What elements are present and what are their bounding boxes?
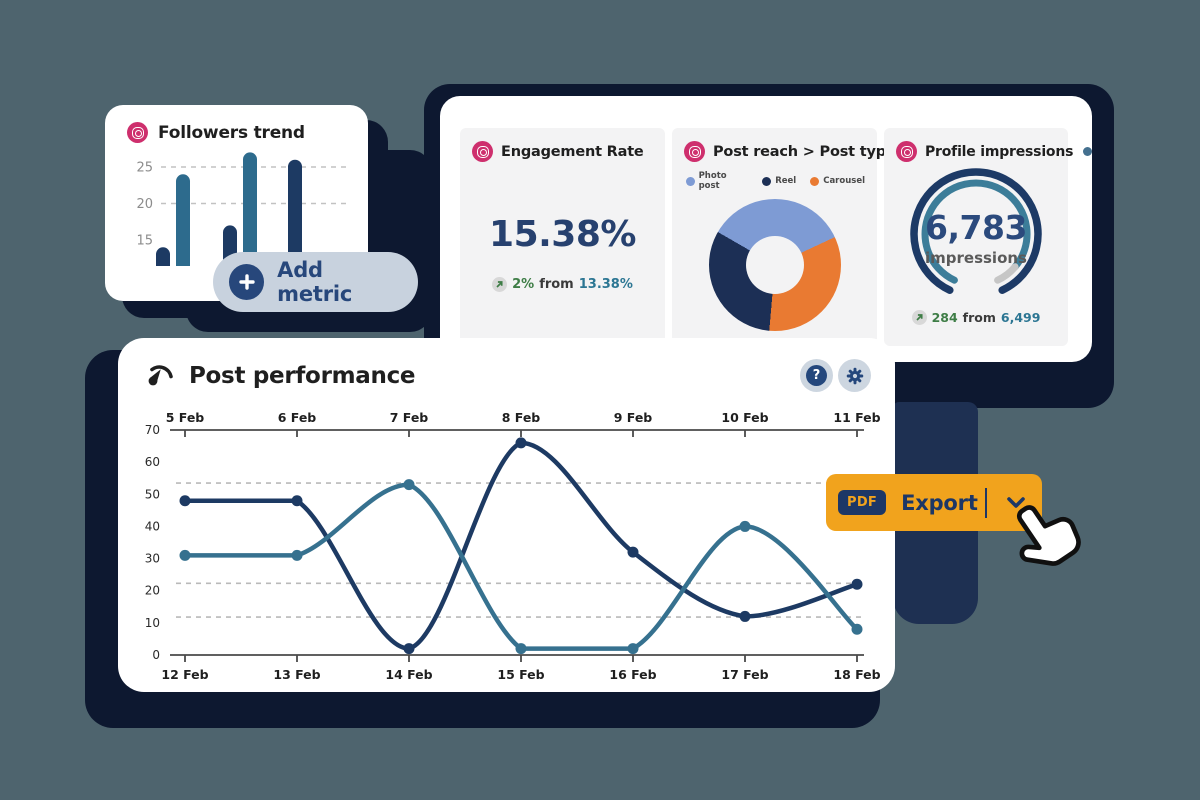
svg-text:18 Feb: 18 Feb xyxy=(833,667,880,682)
stats-card: Engagement Rate 15.38% 2% from 13.38% Po… xyxy=(440,96,1093,362)
export-button[interactable]: PDF Export xyxy=(826,474,1042,531)
help-button[interactable]: ? xyxy=(800,359,833,392)
plus-icon xyxy=(229,264,265,300)
legend-label: Reel xyxy=(775,176,797,186)
profile-impressions-title: Profile impressions xyxy=(925,143,1074,160)
impressions-value: 6,783 xyxy=(925,208,1027,247)
post-type-donut-chart xyxy=(708,199,841,331)
hand-cursor-icon xyxy=(1016,505,1081,566)
svg-text:30: 30 xyxy=(145,552,160,566)
svg-text:0: 0 xyxy=(152,648,160,662)
impressions-change-row: 284 from 6,499 xyxy=(896,310,1056,325)
chevron-down-icon[interactable] xyxy=(1007,496,1025,509)
gauge-arcs xyxy=(910,168,1042,294)
export-label: Export xyxy=(901,490,978,515)
svg-text:50: 50 xyxy=(145,487,160,501)
legend-label: Photo post xyxy=(698,171,727,191)
svg-text:40: 40 xyxy=(145,519,160,533)
svg-text:10 Feb: 10 Feb xyxy=(721,410,768,425)
settings-button[interactable] xyxy=(838,359,871,392)
svg-text:10: 10 xyxy=(145,616,160,630)
trend-up-icon xyxy=(492,277,508,292)
svg-text:7 Feb: 7 Feb xyxy=(390,410,429,425)
svg-text:70: 70 xyxy=(145,423,160,437)
trend-up-icon xyxy=(911,310,927,325)
gear-icon xyxy=(846,367,863,384)
instagram-icon xyxy=(127,122,148,143)
legend-dot-icon xyxy=(810,176,820,186)
legend-item: Reel xyxy=(762,176,796,186)
instagram-icon xyxy=(896,141,917,162)
change-join: from xyxy=(962,310,996,325)
svg-text:13 Feb: 13 Feb xyxy=(273,667,320,682)
post-performance-line-chart: 5 Feb 12 Feb 6 Feb 13 Feb 7 Feb 14 Feb 8 Feb 15… xyxy=(145,410,881,682)
legend-dot-icon xyxy=(686,176,695,186)
svg-text:5 Feb: 5 Feb xyxy=(166,410,205,425)
post-performance-title: Post performance xyxy=(189,363,416,389)
pdf-badge: PDF xyxy=(838,490,887,515)
previous-value: 6,499 xyxy=(1000,310,1041,325)
instagram-icon xyxy=(472,141,493,162)
change-value: 284 xyxy=(931,310,958,325)
change-join: from xyxy=(539,277,574,292)
svg-text:12 Feb: 12 Feb xyxy=(161,667,208,682)
donut-legend: Photo post Reel Carousel xyxy=(686,171,865,191)
engagement-rate-value: 15.38% xyxy=(489,214,636,255)
svg-text:9 Feb: 9 Feb xyxy=(614,410,653,425)
svg-text:25: 25 xyxy=(136,161,153,176)
instagram-icon xyxy=(684,141,705,162)
svg-text:6 Feb: 6 Feb xyxy=(278,410,317,425)
post-reach-panel: Post reach > Post type Photo post Reel Car… xyxy=(672,128,896,346)
gauge-dial-icon xyxy=(148,365,173,386)
change-value: 2% xyxy=(512,277,535,292)
add-metric-button[interactable]: Add metric xyxy=(213,252,418,312)
svg-text:15: 15 xyxy=(136,234,153,249)
svg-text:60: 60 xyxy=(145,455,160,469)
impressions-unit: impressions xyxy=(925,249,1027,267)
svg-text:8 Feb: 8 Feb xyxy=(502,410,541,425)
svg-text:20: 20 xyxy=(145,584,160,598)
profile-impressions-panel: Profile impressions 6,783 impressions xyxy=(884,128,1093,346)
legend-dot-icon xyxy=(762,176,772,186)
add-metric-label: Add metric xyxy=(277,258,353,306)
engagement-rate-title: Engagement Rate xyxy=(501,143,644,160)
previous-value: 13.38% xyxy=(578,277,633,292)
button-divider xyxy=(984,487,987,518)
followers-bar-chart: 25 20 15 xyxy=(136,152,347,266)
impressions-gauge: 6,783 impressions xyxy=(901,164,1051,304)
svg-text:11 Feb: 11 Feb xyxy=(833,410,880,425)
post-performance-card: Post performance ? 5 Feb 12 Fe xyxy=(118,338,895,692)
legend-item: Photo post xyxy=(686,171,748,191)
svg-text:16 Feb: 16 Feb xyxy=(609,667,656,682)
legend-item: Carousel xyxy=(810,176,865,186)
engagement-change-row: 2% from 13.38% xyxy=(472,277,653,292)
legend-label: Carousel xyxy=(823,176,865,186)
svg-text:15 Feb: 15 Feb xyxy=(497,667,544,682)
engagement-rate-panel: Engagement Rate 15.38% 2% from 13.38% xyxy=(460,128,665,346)
post-reach-title: Post reach > Post type xyxy=(713,143,896,160)
metric-dot-icon xyxy=(1083,147,1093,156)
svg-text:17 Feb: 17 Feb xyxy=(721,667,768,682)
question-mark-icon: ? xyxy=(806,365,827,386)
svg-text:14 Feb: 14 Feb xyxy=(385,667,432,682)
svg-text:20: 20 xyxy=(136,197,153,212)
followers-trend-title: Followers trend xyxy=(158,122,305,143)
